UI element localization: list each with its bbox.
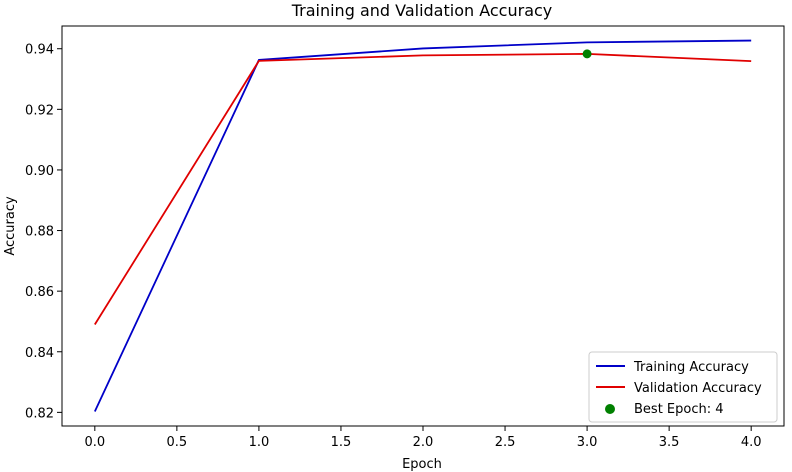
validation-accuracy-line (94, 52, 752, 325)
x-tick-label: 0.5 (167, 435, 188, 450)
y-tick-label: 0.82 (25, 406, 54, 421)
x-tick-label: 3.0 (577, 435, 598, 450)
x-tick-label: 1.0 (249, 435, 270, 450)
y-tick-label: 0.92 (25, 103, 54, 118)
y-tick-label: 0.84 (25, 346, 54, 361)
y-tick-label: 0.86 (25, 285, 54, 300)
training-accuracy-line (94, 39, 752, 412)
legend: Training Accuracy Validation Accuracy Be… (588, 351, 778, 423)
best-epoch-marker-group (582, 49, 592, 59)
x-tick-label: 2.5 (495, 435, 516, 450)
x-tick-label: 4.0 (741, 435, 762, 450)
best-epoch-marker (582, 49, 592, 59)
y-axis-label: Accuracy (3, 196, 18, 256)
x-tick-label: 1.5 (331, 435, 352, 450)
x-tick-label: 0.0 (84, 435, 105, 450)
legend-label-best-epoch: Best Epoch: 4 (634, 402, 724, 417)
x-tick-label: 2.0 (413, 435, 434, 450)
legend-swatch-best-epoch (605, 404, 615, 414)
y-tick-label: 0.94 (25, 43, 54, 58)
y-tick-label: 0.88 (25, 225, 54, 240)
x-tick-label: 3.5 (659, 435, 680, 450)
legend-label-training: Training Accuracy (633, 360, 749, 375)
x-axis: 0.0 0.5 1.0 1.5 2.0 2.5 3.0 3.5 4.0 (84, 426, 762, 450)
series-lines (94, 39, 752, 412)
chart-title: Training and Validation Accuracy (291, 1, 553, 20)
y-tick-label: 0.90 (25, 164, 54, 179)
legend-label-validation: Validation Accuracy (634, 381, 762, 396)
y-axis: 0.82 0.84 0.86 0.88 0.90 0.92 0.94 (25, 43, 62, 421)
legend-box (588, 351, 778, 423)
x-axis-label: Epoch (402, 457, 442, 472)
